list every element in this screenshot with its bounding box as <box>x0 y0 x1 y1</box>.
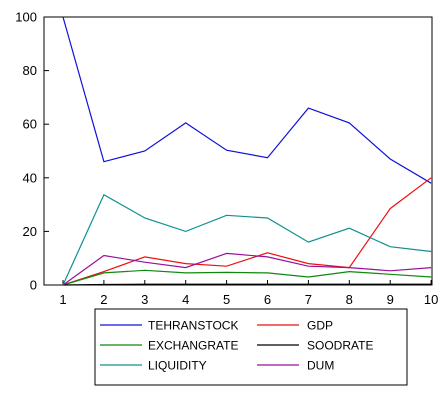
y-axis: 0 20 40 60 80 100 <box>15 10 49 293</box>
plot-area <box>43 16 433 286</box>
x-tick-label: 4 <box>182 292 189 307</box>
legend-box <box>94 308 408 386</box>
series-line-soodrate <box>62 283 432 286</box>
x-tick-label: 9 <box>387 292 394 307</box>
x-tick-label: 1 <box>59 292 66 307</box>
legend: TEHRANSTOCK GDP EXCHANGRATE SOODRATE LIQUIDI… <box>100 319 373 373</box>
y-tick-label: 60 <box>23 117 37 132</box>
legend-label-dum: DUM <box>307 359 334 373</box>
y-tick-label: 40 <box>23 170 37 185</box>
x-tick-label: 6 <box>264 292 271 307</box>
series-line-exchangrate <box>62 269 432 286</box>
x-tick-label: 10 <box>424 292 438 307</box>
x-tick-label: 3 <box>141 292 148 307</box>
series-line-gdp <box>62 177 432 286</box>
x-tick-label: 5 <box>223 292 230 307</box>
x-tick-label: 8 <box>346 292 353 307</box>
series-lines <box>62 16 432 286</box>
legend-label-liquidity: LIQUIDITY <box>148 359 207 373</box>
series-line-liquidity <box>62 193 432 286</box>
legend-label-gdp: GDP <box>307 319 333 333</box>
y-tick-label: 0 <box>30 278 37 293</box>
x-tick-label: 2 <box>100 292 107 307</box>
x-tick-label: 7 <box>305 292 312 307</box>
y-tick-label: 100 <box>15 10 37 25</box>
y-tick-label: 20 <box>23 224 37 239</box>
legend-label-tehranstock: TEHRANSTOCK <box>148 319 238 333</box>
y-tick-label: 80 <box>23 63 37 78</box>
legend-label-exchangrate: EXCHANGRATE <box>148 339 238 353</box>
series-line-tehranstock <box>62 16 432 184</box>
legend-label-soodrate: SOODRATE <box>307 339 373 353</box>
series-line-dum <box>62 252 432 286</box>
